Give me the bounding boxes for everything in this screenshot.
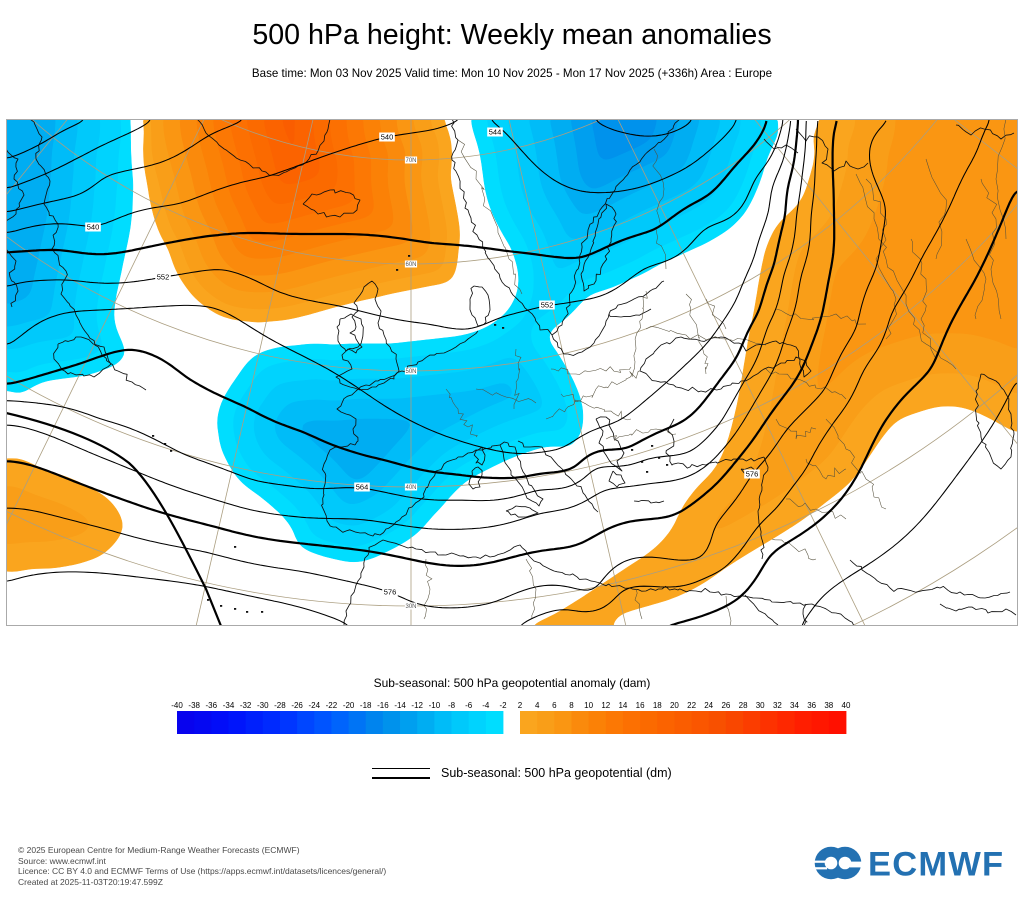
svg-text:70N: 70N [405,158,416,164]
svg-text:-32: -32 [240,701,252,710]
svg-text:6: 6 [552,701,557,710]
svg-text:18: 18 [653,701,662,710]
svg-text:40N: 40N [405,485,416,491]
svg-text:-22: -22 [326,701,338,710]
svg-text:-8: -8 [448,701,456,710]
svg-text:-28: -28 [274,701,286,710]
svg-text:-18: -18 [360,701,372,710]
svg-text:-6: -6 [465,701,473,710]
svg-text:4: 4 [535,701,540,710]
svg-text:ECMWF: ECMWF [868,846,1004,884]
svg-text:32: 32 [773,701,782,710]
svg-text:50N: 50N [405,369,416,375]
svg-text:-30: -30 [257,701,269,710]
svg-text:30N: 30N [405,604,416,610]
svg-text:38: 38 [824,701,833,710]
svg-text:2: 2 [518,701,523,710]
svg-text:540: 540 [381,133,394,142]
svg-text:552: 552 [157,273,170,282]
svg-text:-24: -24 [309,701,321,710]
svg-text:552: 552 [541,301,554,310]
svg-text:-26: -26 [291,701,303,710]
svg-text:22: 22 [687,701,696,710]
svg-text:10: 10 [584,701,593,710]
svg-text:16: 16 [636,701,645,710]
svg-text:-10: -10 [429,701,441,710]
svg-text:28: 28 [739,701,748,710]
svg-text:544: 544 [489,128,502,137]
svg-text:-2: -2 [499,701,507,710]
svg-text:576: 576 [746,470,759,479]
svg-text:540: 540 [87,223,100,232]
svg-text:-20: -20 [343,701,355,710]
svg-text:-4: -4 [482,701,490,710]
svg-text:26: 26 [721,701,730,710]
svg-text:-12: -12 [411,701,423,710]
svg-text:8: 8 [569,701,574,710]
svg-text:-36: -36 [206,701,218,710]
svg-text:36: 36 [807,701,816,710]
svg-text:576: 576 [384,588,397,597]
svg-text:-40: -40 [171,701,183,710]
svg-text:24: 24 [704,701,713,710]
svg-text:30: 30 [756,701,765,710]
svg-text:40: 40 [842,701,851,710]
svg-text:-16: -16 [377,701,389,710]
svg-text:-14: -14 [394,701,406,710]
svg-text:-38: -38 [188,701,200,710]
svg-text:-34: -34 [223,701,235,710]
svg-text:14: 14 [618,701,627,710]
svg-text:20: 20 [670,701,679,710]
svg-text:12: 12 [601,701,610,710]
svg-text:34: 34 [790,701,799,710]
svg-text:60N: 60N [405,262,416,268]
svg-text:564: 564 [356,483,369,492]
